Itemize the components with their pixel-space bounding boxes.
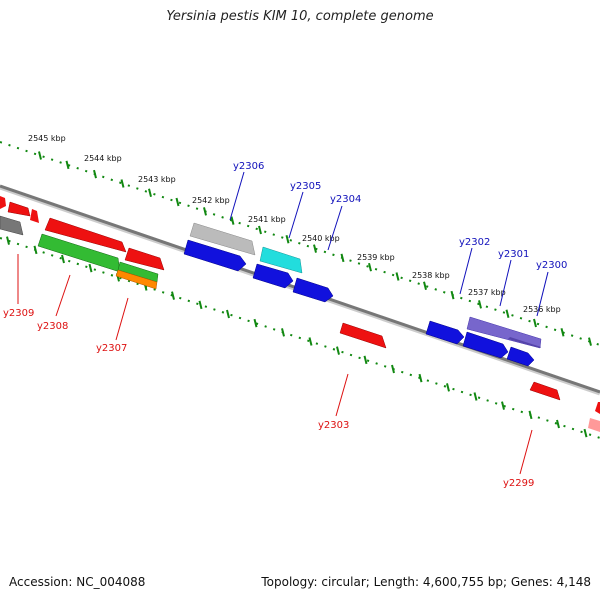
scale-tick — [38, 151, 42, 160]
gene-arrow[interactable] — [595, 402, 600, 414]
scale-tick — [313, 244, 317, 253]
reverse-strand-genes — [37, 233, 600, 432]
gene-arrow[interactable] — [115, 269, 158, 290]
scale-tick — [363, 355, 368, 365]
gene-arrow[interactable] — [425, 320, 465, 345]
genome-summary-text: Topology: circular; Length: 4,600,755 bp… — [261, 575, 591, 589]
forward-strand-genes — [0, 196, 542, 349]
scale-tick — [478, 300, 482, 309]
gene-arrow[interactable] — [252, 263, 294, 289]
scale-tick — [450, 290, 455, 300]
scale-tick — [336, 346, 340, 355]
scale-tick — [583, 428, 588, 438]
scale-tick — [230, 216, 235, 225]
gene-arrow[interactable] — [339, 322, 387, 349]
scale-tick — [258, 225, 262, 235]
gene-label[interactable]: y2304 — [330, 194, 361, 205]
kbp-label: 2541 kbp — [248, 215, 286, 224]
gene-arrow[interactable] — [189, 222, 256, 256]
scale-tick — [6, 236, 10, 245]
gene-label[interactable]: y2299 — [503, 478, 534, 489]
scale-tick — [65, 160, 70, 170]
scale-tick — [423, 281, 427, 291]
kbp-label: 2544 kbp — [84, 154, 122, 163]
gene-label[interactable]: y2306 — [233, 161, 264, 172]
scale-tick — [560, 328, 565, 337]
scale-tick — [175, 197, 180, 207]
gene-label[interactable]: y2309 — [3, 308, 34, 319]
gene-arrow[interactable] — [0, 196, 6, 209]
gene-arrow[interactable] — [44, 217, 127, 253]
kbp-label: 2539 kbp — [357, 253, 395, 262]
inner-tick-track — [0, 236, 600, 439]
gene-arrow[interactable] — [183, 239, 247, 272]
kbp-label: 2543 kbp — [138, 175, 176, 184]
kbp-label: 2542 kbp — [192, 196, 230, 205]
gene-label[interactable]: y2301 — [498, 249, 529, 260]
scale-tick — [528, 410, 533, 420]
scale-tick — [588, 337, 592, 346]
scale-tick — [368, 262, 372, 272]
scale-tick — [533, 318, 537, 328]
gene-labels: y2306 y2305 y2304 y2302 y2301 y2300 y230… — [3, 161, 567, 489]
gene-arrow[interactable] — [0, 215, 24, 236]
gene-arrow[interactable] — [292, 277, 334, 303]
gene-arrow[interactable] — [588, 418, 600, 432]
outer-tick-track: 2545 kbp 2544 kbp 2543 kbp 2542 kbp 2541… — [0, 134, 600, 346]
scale-tick — [281, 328, 285, 337]
forward-strand-blue-genes — [183, 239, 535, 367]
label-leader-lines — [17, 171, 549, 475]
scale-tick — [340, 253, 345, 263]
scale-tick — [556, 419, 560, 429]
scale-tick — [61, 254, 65, 264]
scale-tick — [501, 401, 505, 410]
kbp-label: 2536 kbp — [523, 305, 561, 314]
kbp-label: 2538 kbp — [412, 271, 450, 280]
gene-label[interactable]: y2300 — [536, 260, 567, 271]
scale-tick — [33, 245, 38, 255]
gene-label[interactable]: y2302 — [459, 237, 490, 248]
scale-tick — [171, 291, 175, 300]
gene-arrow[interactable] — [506, 346, 535, 367]
scale-tick — [473, 392, 478, 401]
scale-tick — [120, 179, 125, 188]
scale-tick — [285, 235, 290, 244]
scale-tick — [418, 373, 423, 383]
gene-label[interactable]: y2307 — [96, 343, 127, 354]
gene-arrow[interactable] — [30, 209, 39, 223]
scale-tick — [446, 383, 450, 392]
scale-tick — [203, 207, 207, 216]
scale-tick — [88, 263, 93, 273]
gene-arrow[interactable] — [259, 246, 303, 274]
scale-tick — [198, 300, 203, 310]
scale-tick — [148, 188, 152, 197]
gene-arrow[interactable] — [7, 201, 31, 217]
gene-arrow[interactable] — [462, 331, 509, 359]
scale-tick — [308, 337, 313, 346]
accession-text: Accession: NC_004088 — [9, 575, 146, 589]
kbp-label: 2545 kbp — [28, 134, 66, 143]
scale-tick — [505, 309, 510, 318]
scale-tick — [226, 309, 230, 319]
gene-label[interactable]: y2303 — [318, 420, 349, 431]
scale-tick — [395, 272, 400, 281]
gene-arrow[interactable] — [529, 381, 561, 401]
kbp-label: 2540 kbp — [302, 234, 340, 243]
gene-arrow[interactable] — [508, 337, 541, 348]
gene-arrow[interactable] — [124, 247, 165, 271]
gene-label[interactable]: y2305 — [290, 181, 321, 192]
gene-label[interactable]: y2308 — [37, 321, 68, 332]
kbp-label: 2537 kbp — [468, 288, 506, 297]
scale-tick — [253, 318, 258, 328]
scale-tick — [391, 364, 395, 374]
map-title: Yersinia pestis KIM 10, complete genome — [166, 9, 434, 24]
scale-tick — [93, 169, 97, 179]
